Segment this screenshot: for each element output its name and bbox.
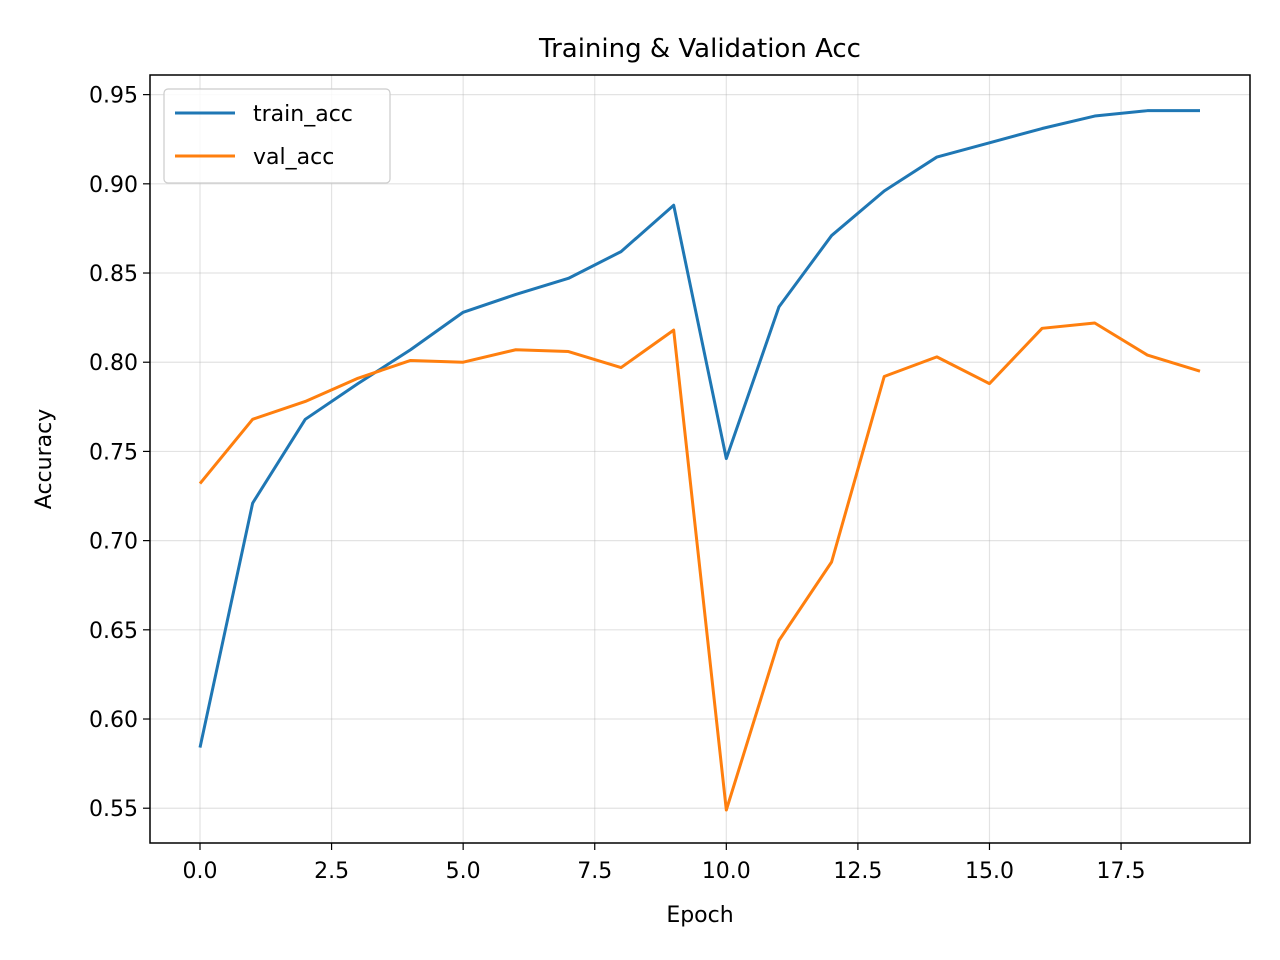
x-tick-label: 7.5 [577,859,612,884]
x-axis-label: Epoch [666,903,733,928]
x-tick-label: 10.0 [702,859,751,884]
y-tick-label: 0.75 [89,440,138,465]
ticks: 0.0 2.5 5.0 7.5 10.0 12.5 15.0 17.5 0.55 0.60 0.65… [89,84,1146,884]
y-tick-label: 0.60 [89,708,138,733]
y-tick-label: 0.80 [89,351,138,376]
legend[interactable]: train_acc val_acc [163,88,391,184]
y-tick-label: 0.95 [89,84,138,109]
y-tick-label: 0.70 [89,530,138,555]
y-tick-label: 0.90 [89,173,138,198]
legend-label-val-acc: val_acc [253,145,334,170]
x-tick-label: 2.5 [314,859,349,884]
x-tick-label: 15.0 [965,859,1014,884]
series-line-train-acc [198,109,1200,748]
y-axis-label: Accuracy [32,409,57,509]
x-tick-label: 17.5 [1097,859,1146,884]
series-layer [198,109,1201,812]
y-tick-label: 0.65 [89,619,138,644]
grid [150,75,1250,843]
y-tick-label: 0.55 [89,797,138,822]
legend-label-train-acc: train_acc [253,102,353,127]
series-line-val-acc [198,321,1201,812]
chart-title: Training & Validation Acc [538,34,861,64]
x-tick-label: 12.5 [833,859,882,884]
x-tick-label: 0.0 [183,859,218,884]
plot-frame [149,74,1251,844]
y-tick-label: 0.85 [89,262,138,287]
x-tick-label: 5.0 [446,859,481,884]
